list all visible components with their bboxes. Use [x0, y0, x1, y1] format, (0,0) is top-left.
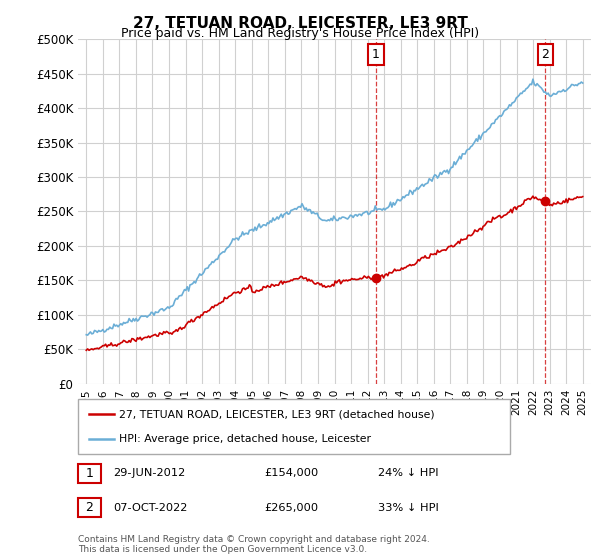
Text: £154,000: £154,000 [264, 468, 318, 478]
Text: 33% ↓ HPI: 33% ↓ HPI [378, 503, 439, 513]
Text: 29-JUN-2012: 29-JUN-2012 [113, 468, 185, 478]
Text: 1: 1 [372, 48, 380, 61]
Text: 27, TETUAN ROAD, LEICESTER, LE3 9RT: 27, TETUAN ROAD, LEICESTER, LE3 9RT [133, 16, 467, 31]
Text: 07-OCT-2022: 07-OCT-2022 [113, 503, 187, 513]
Text: 27, TETUAN ROAD, LEICESTER, LE3 9RT (detached house): 27, TETUAN ROAD, LEICESTER, LE3 9RT (det… [119, 409, 434, 419]
Text: 24% ↓ HPI: 24% ↓ HPI [378, 468, 439, 478]
Text: Price paid vs. HM Land Registry's House Price Index (HPI): Price paid vs. HM Land Registry's House … [121, 27, 479, 40]
Text: 2: 2 [85, 501, 94, 515]
Text: 2: 2 [542, 48, 550, 61]
Text: 1: 1 [85, 466, 94, 480]
Text: £265,000: £265,000 [264, 503, 318, 513]
Text: HPI: Average price, detached house, Leicester: HPI: Average price, detached house, Leic… [119, 434, 371, 444]
Text: Contains HM Land Registry data © Crown copyright and database right 2024.
This d: Contains HM Land Registry data © Crown c… [78, 535, 430, 554]
